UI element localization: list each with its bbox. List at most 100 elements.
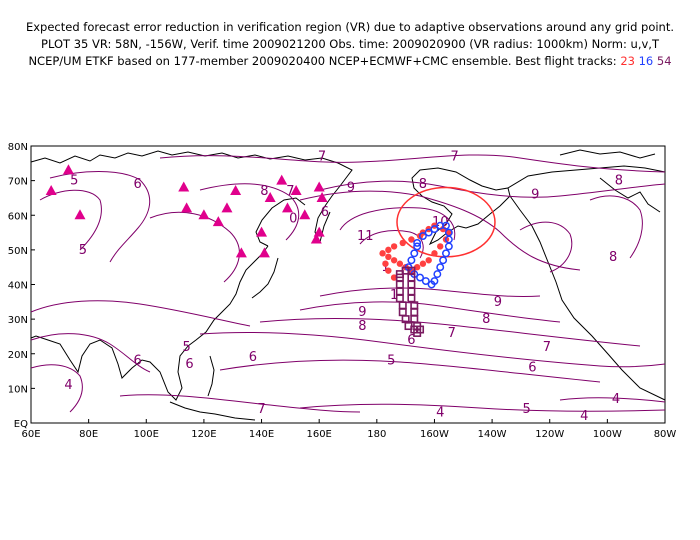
lon-label: 160W <box>420 429 449 440</box>
track-23-point <box>379 250 386 257</box>
contour-label: 8 <box>609 250 617 265</box>
track-16-point <box>424 228 433 237</box>
track-23-point <box>399 239 406 247</box>
track-23-point <box>419 260 427 267</box>
contour-label: 8 <box>482 312 490 327</box>
track-16-point <box>442 249 450 258</box>
contour-6-west <box>30 300 251 327</box>
contour-8-south <box>299 301 561 323</box>
lat-label: 60N <box>8 211 28 222</box>
lon-label: 180 <box>367 429 386 440</box>
contour-9-south <box>319 287 541 298</box>
lon-label: 60E <box>21 429 40 440</box>
observation-triangle <box>310 233 322 244</box>
contour-7-north <box>159 154 666 173</box>
observation-triangle <box>316 191 328 202</box>
contour-label: 1 <box>390 288 398 303</box>
lat-label: 30N <box>8 315 28 326</box>
track-16-point <box>427 280 436 289</box>
contour-4-south <box>299 403 666 412</box>
contour-label: 7 <box>448 326 456 341</box>
track-16-point <box>413 242 422 251</box>
coast-korea-china <box>187 245 269 347</box>
track-23-point <box>439 225 447 233</box>
contour-label: 6 <box>407 333 415 348</box>
lon-label: 120W <box>535 429 564 440</box>
track-23-legend: 23 <box>620 54 635 68</box>
observation-triangle <box>74 209 86 220</box>
contour-label: 9 <box>494 295 502 310</box>
contour-8-main <box>299 190 581 271</box>
contour-label: 5 <box>182 340 190 355</box>
contour-label: 7 <box>318 149 326 164</box>
contour-10 <box>339 207 456 241</box>
track-23-point <box>382 260 389 267</box>
lat-label: 20N <box>8 350 28 361</box>
contour-label: 4 <box>612 392 620 407</box>
coast-philippines <box>207 355 215 397</box>
observation-triangle <box>313 181 325 192</box>
track-54-legend: 54 <box>656 54 672 68</box>
lat-label: 50N <box>8 246 28 257</box>
coastlines <box>30 149 666 421</box>
title-line-3-prefix: NCEP/UM ETKF based on 177-member 2009020… <box>28 54 617 68</box>
contour-label: 9 <box>347 181 355 196</box>
lon-label: 160E <box>306 429 331 440</box>
track-23-point <box>385 246 392 254</box>
contour-lines <box>30 154 666 413</box>
track-23-point <box>390 257 398 264</box>
track-23-point <box>385 267 392 274</box>
contour-label: 4 <box>436 406 444 421</box>
contour-label: 6 <box>321 205 329 220</box>
contour-label: 4 <box>64 378 72 393</box>
track-54-point <box>407 294 416 303</box>
track-54-point <box>407 287 416 296</box>
contour-label: 5 <box>523 402 531 417</box>
track-54-point <box>398 301 407 310</box>
track-16-point <box>416 273 424 282</box>
lon-label: 80E <box>79 429 98 440</box>
contour-8-asia <box>199 183 300 241</box>
coast-okhotsk <box>255 197 306 247</box>
contour-label: 8 <box>419 177 427 192</box>
track-23-point <box>385 253 392 260</box>
observation-triangle <box>235 247 247 258</box>
observation-triangle <box>181 202 193 213</box>
observation-triangle <box>62 164 74 175</box>
track-16-point <box>421 277 430 285</box>
contour-6-south <box>199 331 666 368</box>
title-line-3: NCEP/UM ETKF based on 177-member 2009020… <box>0 54 700 68</box>
lat-label: 40N <box>8 281 28 292</box>
contour-label: 11 <box>357 229 374 244</box>
lat-label: EQ <box>14 419 28 430</box>
track-16-point <box>407 256 416 265</box>
track-23-point <box>396 260 404 267</box>
track-23-point <box>437 243 444 250</box>
contour-label: 9 <box>358 305 366 320</box>
lon-label: 80W <box>654 429 677 440</box>
coast-indonesia <box>169 401 256 421</box>
track-54 <box>395 266 425 337</box>
track-16-point <box>430 225 439 234</box>
contour-3-east <box>559 397 666 403</box>
lon-label: 140W <box>478 429 507 440</box>
track-23-point <box>431 250 438 257</box>
lat-label: 10N <box>8 384 28 395</box>
contour-label: 1 <box>381 260 389 275</box>
track-54-point <box>410 308 419 317</box>
track-23-point <box>413 263 421 271</box>
track-16-point <box>439 256 448 265</box>
contour-label: 6 <box>133 177 141 192</box>
track-16-point <box>433 270 442 279</box>
track-54-point <box>395 273 404 282</box>
track-16-point <box>410 249 419 258</box>
track-16-point <box>442 221 450 230</box>
observation-triangle <box>290 185 302 196</box>
coast-eurasia-north <box>30 150 353 207</box>
contour-9-main <box>319 180 666 198</box>
title-line-1: Expected forecast error reduction in ver… <box>25 20 675 34</box>
contour-label: 7 <box>286 184 294 199</box>
track-23-point <box>390 274 398 281</box>
contour-label: 8 <box>615 174 623 189</box>
